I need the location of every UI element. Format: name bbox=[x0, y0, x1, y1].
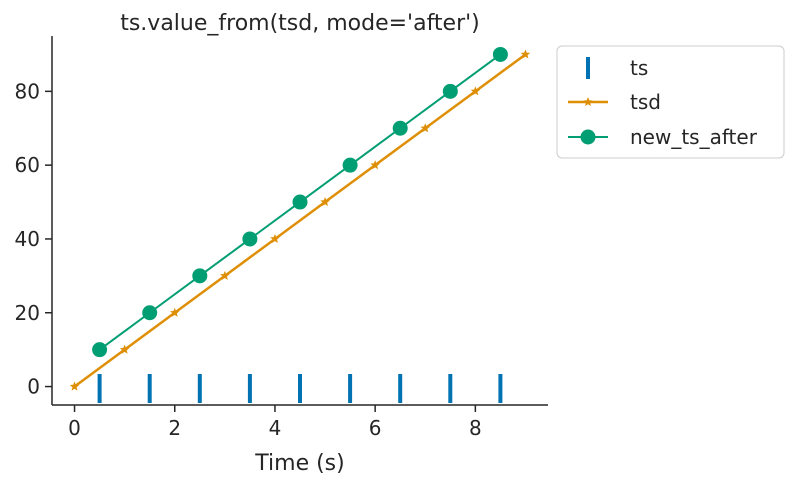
y-ticks: 0 20 40 60 80 bbox=[15, 79, 52, 399]
new-ts-after-point bbox=[292, 194, 308, 210]
legend-item-tsd: tsd bbox=[568, 90, 661, 114]
legend-marker-new-ts-after bbox=[580, 129, 596, 145]
tsd-point bbox=[69, 381, 80, 391]
legend-frame bbox=[556, 45, 785, 159]
series-tsd bbox=[69, 49, 531, 391]
new-ts-after-point bbox=[392, 120, 408, 136]
legend-marker-tsd bbox=[583, 97, 593, 107]
tsd-point bbox=[119, 344, 130, 354]
tsd-point bbox=[169, 307, 180, 317]
y-tick-label: 80 bbox=[15, 79, 40, 103]
new-ts-after-point bbox=[192, 268, 208, 284]
tsd-point bbox=[420, 123, 431, 133]
new-ts-after-point bbox=[92, 342, 108, 358]
x-tick-label: 0 bbox=[68, 416, 81, 440]
series-ts bbox=[97, 374, 503, 403]
legend-label-new-ts-after: new_ts_after bbox=[630, 125, 758, 149]
legend-label-tsd: tsd bbox=[630, 90, 661, 114]
new-ts-after-point bbox=[142, 305, 158, 321]
y-tick-label: 0 bbox=[27, 375, 40, 399]
x-tick-label: 8 bbox=[469, 416, 482, 440]
legend-item-new-ts-after: new_ts_after bbox=[568, 125, 758, 149]
legend-label-ts: ts bbox=[630, 56, 648, 80]
plot-area bbox=[69, 46, 531, 403]
x-axis-label: Time (s) bbox=[254, 451, 344, 476]
new-ts-after-point bbox=[492, 46, 508, 62]
x-tick-label: 6 bbox=[369, 416, 382, 440]
tsd-point bbox=[470, 86, 481, 96]
y-tick-label: 20 bbox=[15, 301, 40, 325]
x-tick-label: 4 bbox=[269, 416, 282, 440]
y-tick-label: 40 bbox=[15, 227, 40, 251]
new-ts-after-point bbox=[242, 231, 258, 247]
x-tick-label: 2 bbox=[168, 416, 181, 440]
tsd-point bbox=[370, 160, 380, 170]
new-ts-after-point bbox=[442, 83, 458, 99]
tsd-line bbox=[73, 53, 527, 388]
tsd-point bbox=[270, 233, 280, 243]
legend: ts tsd new_ts_after bbox=[556, 45, 785, 159]
legend-item-ts: ts bbox=[586, 56, 648, 80]
x-ticks: 0 2 4 6 8 bbox=[68, 405, 482, 440]
new-ts-after-point bbox=[342, 157, 358, 173]
tsd-point bbox=[520, 49, 531, 59]
series-new-ts-after bbox=[92, 46, 508, 358]
chart-title: ts.value_from(tsd, mode='after') bbox=[120, 11, 480, 36]
tsd-point bbox=[320, 197, 330, 207]
y-tick-label: 60 bbox=[15, 153, 40, 177]
tsd-point bbox=[220, 270, 230, 280]
